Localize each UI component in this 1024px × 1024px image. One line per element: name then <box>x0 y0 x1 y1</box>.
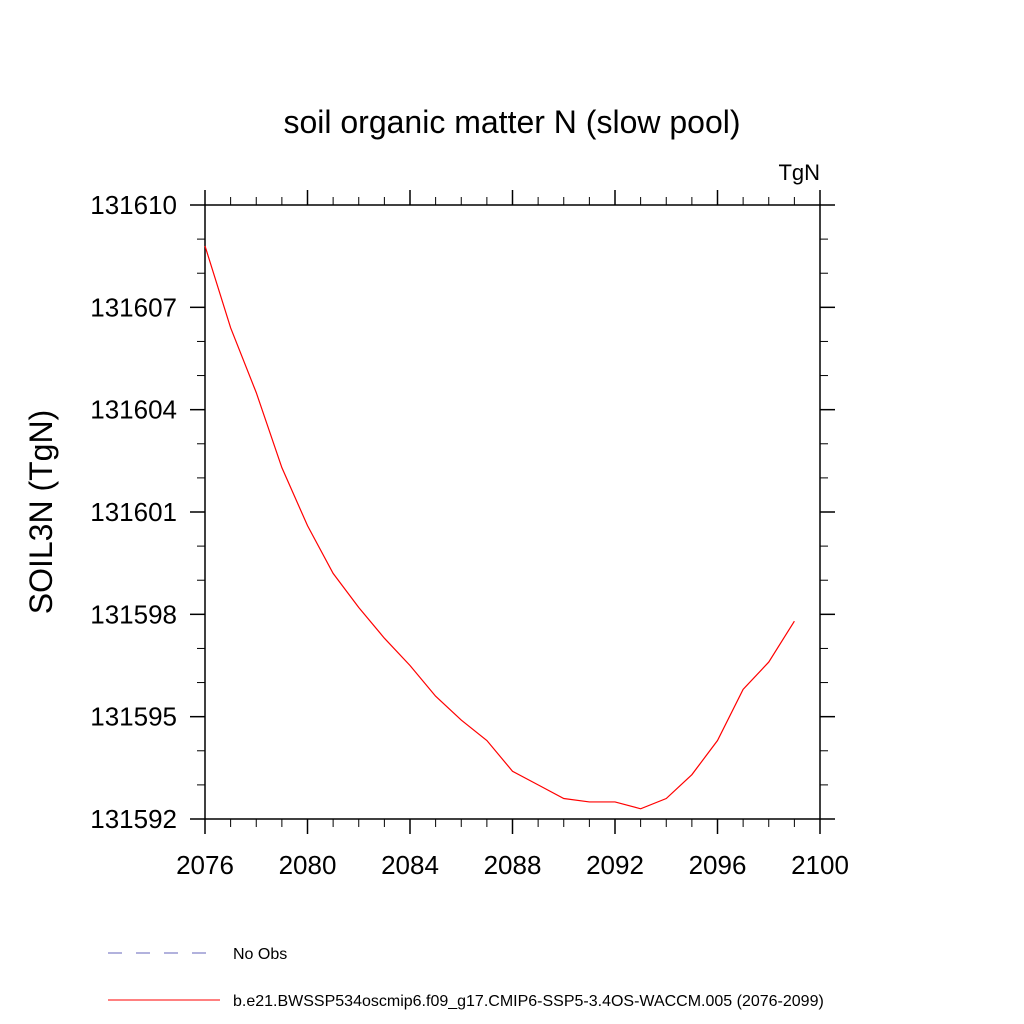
chart-title: soil organic matter N (slow pool) <box>283 104 740 140</box>
y-tick-label: 131595 <box>90 702 177 732</box>
plot-frame <box>204 204 821 820</box>
y-tick-label: 131610 <box>90 190 177 220</box>
x-axis: 2076 2080 2084 2088 2092 2096 2100 <box>176 190 849 880</box>
series-group <box>204 245 795 810</box>
x-tick-label: 2096 <box>689 850 747 880</box>
x-tick-label: 2084 <box>381 850 439 880</box>
y-tick-label: 131598 <box>90 599 177 629</box>
y-tick-label: 131604 <box>90 395 177 425</box>
units-label: TgN <box>778 160 820 185</box>
x-tick-label: 2088 <box>484 850 542 880</box>
y-tick-label: 131607 <box>90 292 177 322</box>
x-tick-label: 2092 <box>586 850 644 880</box>
x-tick-label: 2076 <box>176 850 234 880</box>
legend-no-obs-label: No Obs <box>233 946 287 963</box>
y-tick-label: 131592 <box>90 804 177 834</box>
x-tick-label: 2100 <box>791 850 849 880</box>
y-axis: 131592 131595 131598 131601 131604 131607 1316… <box>90 190 835 834</box>
legend: No Obs b.e21.BWSSP534oscmip6.f09_g17.CMI… <box>108 946 824 1010</box>
legend-model-label: b.e21.BWSSP534oscmip6.f09_g17.CMIP6-SSP5… <box>233 993 824 1010</box>
y-axis-label: SOIL3N (TgN) <box>23 410 59 614</box>
x-tick-label: 2080 <box>279 850 337 880</box>
y-tick-label: 131601 <box>90 497 177 527</box>
series-line <box>204 245 795 810</box>
